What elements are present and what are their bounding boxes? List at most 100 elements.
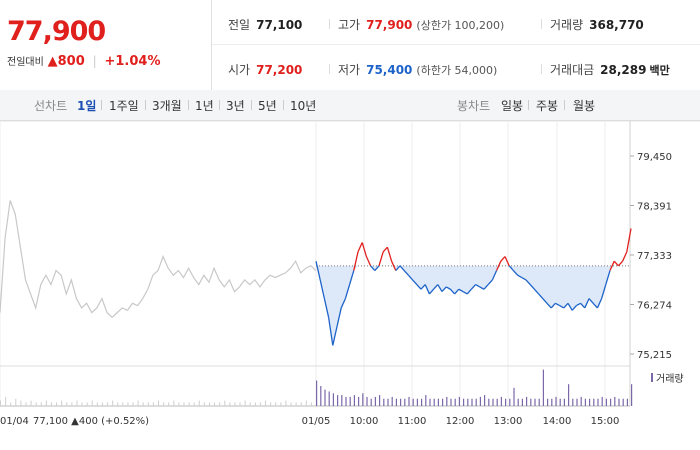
tab-5-years[interactable]: 5년	[258, 99, 277, 113]
volume-bar-prev	[219, 402, 221, 406]
price-segment	[336, 307, 342, 327]
volume-bar	[584, 398, 586, 406]
volume-bar-prev	[107, 402, 109, 406]
stat-divider	[541, 64, 542, 74]
volume-bar	[538, 398, 540, 406]
tab-3-months[interactable]: 3개월	[152, 99, 182, 113]
volume-bar	[572, 398, 574, 406]
y-tick-label: 78,391	[637, 202, 672, 213]
x-tick-label: 10:00	[350, 416, 379, 427]
price-segment	[357, 242, 363, 253]
volume-bar	[433, 398, 435, 406]
volume-bar-prev	[25, 402, 27, 406]
volume-bar-prev	[244, 400, 246, 406]
volume-bar-prev	[183, 402, 185, 406]
price-segment	[378, 251, 384, 267]
volume-bar	[626, 398, 628, 406]
price-segment	[609, 260, 615, 271]
prev-day-date: 01/04	[0, 416, 29, 427]
tab-1-day[interactable]: 1일	[77, 99, 97, 113]
price-segment	[374, 265, 380, 271]
tab-daily-candle[interactable]: 일봉	[501, 99, 524, 113]
price-segment	[525, 279, 531, 286]
volume-bar-prev	[101, 402, 103, 406]
change-divider: |	[92, 54, 97, 68]
volume-bar	[526, 396, 528, 406]
volume-bar	[458, 396, 460, 406]
volume-bar	[387, 398, 389, 406]
volume-bar-prev	[10, 402, 12, 406]
tab-1-year[interactable]: 1년	[195, 99, 214, 113]
volume-bar	[383, 398, 385, 406]
volume-bar-prev	[0, 400, 1, 406]
volume-bar	[505, 398, 507, 406]
volume-bar-prev	[61, 400, 63, 406]
x-tick-label: 13:00	[494, 416, 523, 427]
volume-bar	[362, 393, 364, 406]
volume-bar	[442, 398, 444, 406]
volume-bar	[589, 398, 591, 406]
price-segment	[529, 284, 535, 290]
price-segment	[365, 256, 372, 267]
volume-bar	[353, 395, 355, 406]
volume-bar	[454, 398, 456, 406]
volume-bar	[320, 386, 322, 406]
volume-bar-prev	[163, 402, 165, 406]
price-segment	[600, 284, 607, 299]
volume-bar	[404, 398, 406, 406]
price-segment	[580, 302, 586, 309]
volume-bar	[324, 389, 326, 406]
price-segment	[382, 246, 388, 253]
volume-bar-prev	[280, 402, 282, 406]
volume-bar	[446, 396, 448, 406]
prev-day-line	[0, 200, 317, 319]
volume-bar	[542, 369, 544, 406]
tab-10-years[interactable]: 10년	[290, 99, 317, 113]
price-segment	[504, 256, 510, 267]
stat-prev-close: 전일 77,100	[228, 16, 302, 33]
price-segment	[340, 298, 346, 309]
chart-grid	[0, 121, 700, 407]
tab-weekly-candle[interactable]: 주봉	[536, 99, 559, 113]
candle-chart-label: 봉차트	[457, 99, 491, 113]
tab-3-years[interactable]: 3년	[226, 99, 245, 113]
volume-bar	[463, 398, 465, 406]
volume-bar	[513, 387, 515, 406]
price-segment	[500, 256, 506, 262]
stat-label: 거래대금	[550, 63, 595, 77]
price-segment	[370, 265, 376, 271]
price-segment	[462, 291, 468, 295]
volume-bar	[563, 398, 565, 406]
volume-bar	[395, 398, 397, 406]
price-segment	[546, 302, 552, 309]
volume-bar	[341, 395, 343, 406]
intraday-price-chart[interactable]: 79,450 78,391 77,333 76,274 75,215 01/05 10:0…	[0, 121, 700, 450]
volume-bar	[391, 396, 393, 406]
price-segment	[470, 284, 477, 290]
tab-divider	[251, 100, 252, 110]
stat-trade-value: 거래대금 28,289 백만	[550, 61, 670, 78]
stat-divider	[329, 19, 330, 29]
volume-bar	[631, 384, 633, 406]
volume-bar-prev	[117, 402, 119, 406]
price-lines	[0, 200, 632, 346]
x-tick-label: 12:00	[446, 416, 475, 427]
price-segment	[475, 284, 481, 288]
tab-1-week[interactable]: 1주일	[109, 99, 139, 113]
price-segment	[596, 298, 603, 309]
price-segment	[445, 286, 451, 290]
stat-label: 시가	[228, 63, 251, 77]
tab-divider	[564, 100, 565, 110]
volume-bar	[479, 396, 481, 406]
stat-label: 전일	[228, 18, 251, 32]
price-axis: 79,450 78,391 77,333 76,274 75,215	[630, 152, 672, 361]
header-divider	[211, 0, 212, 90]
price-segment	[563, 302, 569, 309]
price-segment	[454, 288, 460, 295]
volume-bar	[547, 398, 549, 406]
stat-label: 거래량	[550, 18, 584, 32]
price-segment	[403, 270, 409, 276]
volume-legend-label: 거래량	[656, 373, 684, 385]
price-segment	[567, 302, 573, 311]
tab-monthly-candle[interactable]: 월봉	[573, 99, 596, 113]
